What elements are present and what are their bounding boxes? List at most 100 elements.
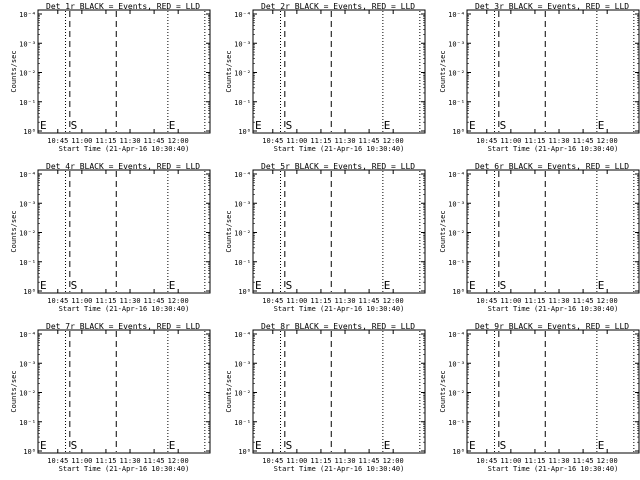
y-axis-label: Counts/sec (10, 370, 18, 412)
y-tick-label: 10⁻³ (19, 200, 36, 208)
x-tick-label: 11:45 (573, 137, 594, 145)
x-tick-label: 11:45 (144, 457, 165, 465)
marker-end-label: E (598, 439, 605, 452)
marker-start-label: S (286, 119, 293, 132)
plot-frame (252, 329, 426, 454)
marker-end-label: E (169, 279, 176, 292)
chart-title: Det 2r BLACK = Events, RED = LLD (261, 2, 415, 11)
marker-left-label: E (40, 119, 47, 132)
x-tick-label: 11:30 (548, 297, 569, 305)
marker-start-label: S (286, 279, 293, 292)
x-tick-label: 11:45 (573, 297, 594, 305)
x-tick-label: 11:15 (95, 137, 116, 145)
marker-left-label: E (469, 119, 476, 132)
x-tick-label: 10:45 (47, 457, 68, 465)
x-tick-label: 12:00 (168, 457, 189, 465)
x-tick-label: 11:00 (500, 457, 521, 465)
plot-frame (252, 9, 426, 134)
x-tick-label: 11:45 (144, 297, 165, 305)
y-tick-label: 10⁰ (238, 128, 251, 136)
x-tick-label: 11:45 (144, 137, 165, 145)
chart-panel-5: Det 5r BLACK = Events, RED = LLD Counts/s… (225, 162, 426, 313)
chart-panel-2: Det 2r BLACK = Events, RED = LLD Counts/s… (225, 2, 426, 153)
x-tick-label: 12:00 (597, 137, 618, 145)
y-tick-label: 10⁻³ (234, 360, 251, 368)
chart-panel-8: Det 8r BLACK = Events, RED = LLD Counts/s… (225, 322, 426, 473)
y-axis-label: Counts/sec (225, 210, 233, 252)
y-axis-label: Counts/sec (10, 210, 18, 252)
x-tick-label: 11:15 (310, 457, 331, 465)
marker-left-label: E (469, 279, 476, 292)
y-tick-label: 10⁻¹ (19, 419, 36, 427)
x-tick-label: 11:15 (524, 297, 545, 305)
plot-frame (466, 169, 640, 294)
y-axis-label: Counts/sec (439, 370, 447, 412)
chart-panel-9: Det 9r BLACK = Events, RED = LLD Counts/s… (439, 322, 640, 473)
chart-panel-6: Det 6r BLACK = Events, RED = LLD Counts/s… (439, 162, 640, 313)
x-tick-label: 11:00 (286, 137, 307, 145)
y-tick-label: 10⁻¹ (448, 99, 465, 107)
y-tick-label: 10⁻² (234, 390, 251, 398)
y-tick-label: 10⁻² (19, 390, 36, 398)
y-tick-label: 10⁰ (23, 128, 36, 136)
y-tick-label: 10⁻³ (448, 200, 465, 208)
x-tick-label: 11:30 (119, 137, 140, 145)
x-tick-label: 11:45 (359, 457, 380, 465)
y-tick-label: 10⁻² (448, 70, 465, 78)
x-tick-label: 11:30 (119, 457, 140, 465)
x-tick-label: 11:45 (573, 457, 594, 465)
y-tick-label: 10⁻⁴ (19, 331, 36, 339)
y-tick-label: 10⁰ (452, 288, 465, 296)
y-tick-label: 10⁻⁴ (234, 11, 251, 19)
y-tick-label: 10⁻¹ (448, 259, 465, 267)
y-tick-label: 10⁻¹ (234, 99, 251, 107)
x-tick-label: 11:00 (286, 297, 307, 305)
y-tick-label: 10⁰ (452, 448, 465, 456)
chart-title: Det 7r BLACK = Events, RED = LLD (46, 322, 200, 331)
x-tick-label: 10:45 (262, 457, 283, 465)
marker-left-label: E (469, 439, 476, 452)
x-tick-label: 12:00 (383, 137, 404, 145)
y-tick-label: 10⁻³ (19, 360, 36, 368)
x-tick-label: 11:30 (334, 457, 355, 465)
marker-end-label: E (598, 119, 605, 132)
marker-end-label: E (384, 279, 391, 292)
y-tick-label: 10⁻² (234, 230, 251, 238)
x-tick-label: 11:15 (524, 137, 545, 145)
x-tick-label: 11:00 (71, 297, 92, 305)
y-tick-label: 10⁻² (19, 70, 36, 78)
marker-left-label: E (255, 439, 262, 452)
y-tick-label: 10⁻⁴ (19, 11, 36, 19)
x-tick-label: 11:45 (359, 297, 380, 305)
chart-title: Det 4r BLACK = Events, RED = LLD (46, 162, 200, 171)
y-tick-label: 10⁻⁴ (448, 331, 465, 339)
x-tick-label: 10:45 (262, 137, 283, 145)
x-axis-label: Start Time (21-Apr-16 10:30:40) (59, 305, 190, 313)
y-tick-label: 10⁰ (23, 448, 36, 456)
y-tick-label: 10⁻¹ (19, 259, 36, 267)
x-tick-label: 11:15 (310, 297, 331, 305)
x-tick-label: 11:30 (548, 457, 569, 465)
chart-title: Det 6r BLACK = Events, RED = LLD (475, 162, 629, 171)
x-tick-label: 11:15 (95, 457, 116, 465)
chart-title: Det 8r BLACK = Events, RED = LLD (261, 322, 415, 331)
x-tick-label: 11:15 (310, 137, 331, 145)
marker-start-label: S (500, 279, 507, 292)
x-axis-label: Start Time (21-Apr-16 10:30:40) (488, 305, 619, 313)
y-axis-label: Counts/sec (225, 50, 233, 92)
y-axis-label: Counts/sec (10, 50, 18, 92)
marker-end-label: E (169, 119, 176, 132)
plot-frame (466, 9, 640, 134)
y-axis-label: Counts/sec (439, 50, 447, 92)
x-tick-label: 10:45 (47, 137, 68, 145)
x-axis-label: Start Time (21-Apr-16 10:30:40) (488, 145, 619, 153)
chart-panel-4: Det 4r BLACK = Events, RED = LLD Counts/s… (10, 162, 211, 313)
marker-left-label: E (255, 119, 262, 132)
chart-title: Det 3r BLACK = Events, RED = LLD (475, 2, 629, 11)
x-axis-label: Start Time (21-Apr-16 10:30:40) (59, 145, 190, 153)
y-tick-label: 10⁻³ (448, 40, 465, 48)
x-tick-label: 10:45 (476, 457, 497, 465)
x-tick-label: 12:00 (168, 297, 189, 305)
y-tick-label: 10⁻¹ (234, 259, 251, 267)
